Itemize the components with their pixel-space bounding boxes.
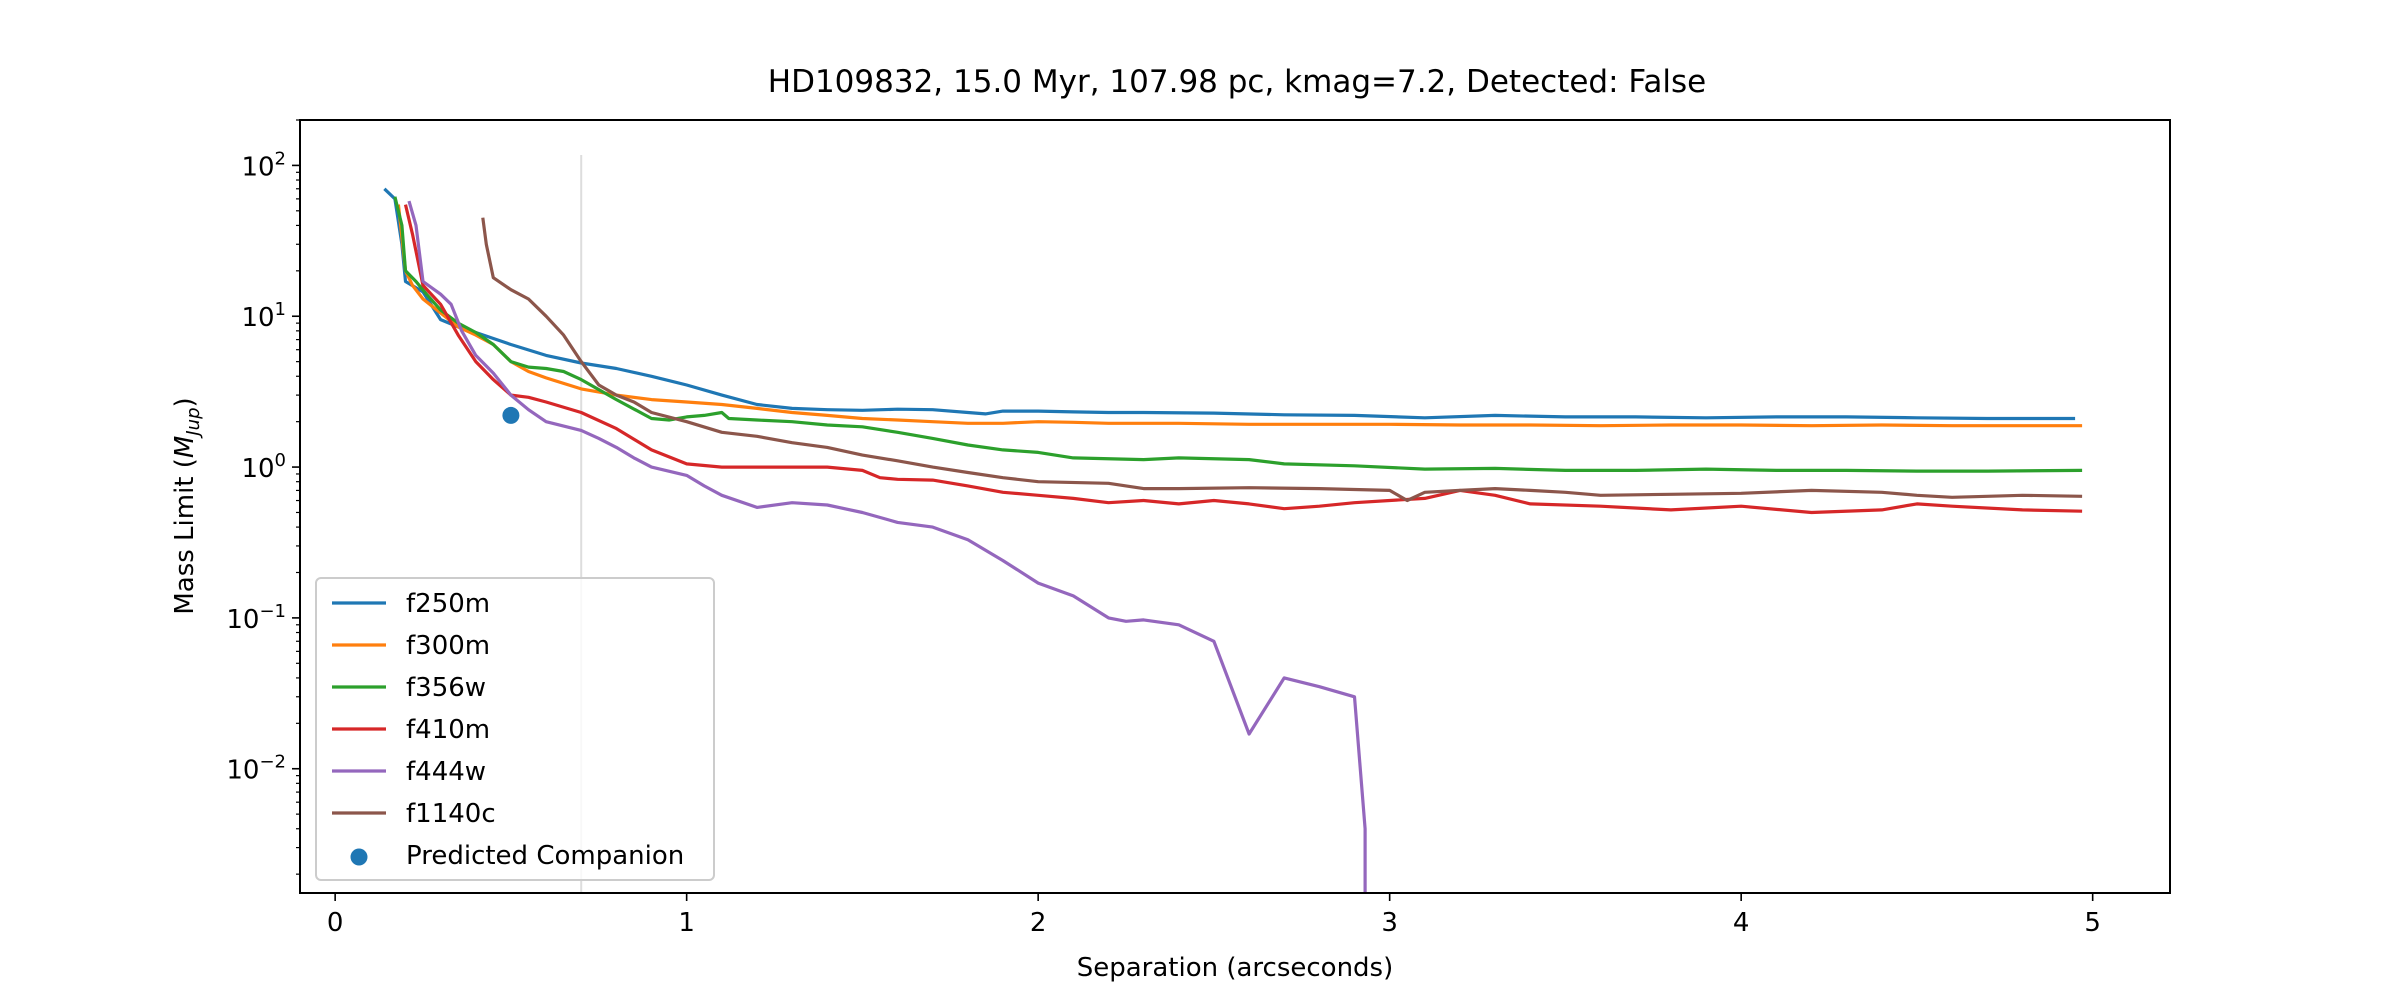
y-tick-label: 10−1 bbox=[226, 601, 286, 635]
legend-label-f410m: f410m bbox=[406, 715, 490, 745]
legend: f250m f300m f356w f410m f444w f1140c Predicted… bbox=[315, 577, 715, 881]
y-tick-label: 100 bbox=[241, 450, 286, 484]
plot-area bbox=[299, 119, 2171, 894]
legend-label-predicted-companion: Predicted Companion bbox=[406, 841, 684, 871]
y-axis-label-prefix: Mass Limit ( bbox=[170, 458, 200, 615]
legend-label-f1140c: f1140c bbox=[406, 799, 496, 829]
x-tick-label: 5 bbox=[2084, 908, 2101, 938]
plot-frame bbox=[299, 119, 2171, 894]
scatter-layer bbox=[502, 406, 520, 424]
legend-label-f250m: f250m bbox=[406, 589, 490, 619]
y-axis-label-suffix: ) bbox=[170, 397, 200, 407]
y-tick-label: 102 bbox=[241, 148, 286, 182]
x-axis: 0 1 2 3 4 5 bbox=[327, 893, 2101, 938]
y-axis-label-symbol: M bbox=[170, 436, 200, 458]
legend-label-f444w: f444w bbox=[406, 757, 486, 787]
legend-frame bbox=[315, 577, 715, 881]
series-line-f410m bbox=[403, 204, 2083, 515]
y-tick-label: 101 bbox=[241, 299, 286, 333]
y-tick-label: 10−2 bbox=[226, 752, 286, 786]
x-tick-label: 2 bbox=[1030, 908, 1047, 938]
legend-label-f356w: f356w bbox=[406, 673, 486, 703]
series-line-f444w bbox=[407, 200, 1367, 893]
x-tick-label: 0 bbox=[327, 908, 344, 938]
predicted-companion-point bbox=[502, 406, 520, 424]
y-axis-label-subscript: Jup bbox=[183, 407, 204, 438]
y-axis-label: Mass Limit (MJup) bbox=[170, 397, 204, 614]
series-line-f1140c bbox=[481, 217, 2083, 503]
x-tick-label: 4 bbox=[1733, 908, 1750, 938]
chart-title: HD109832, 15.0 Myr, 107.98 pc, kmag=7.2,… bbox=[768, 64, 1706, 100]
x-tick-label: 3 bbox=[1381, 908, 1398, 938]
x-axis-label: Separation (arcseconds) bbox=[1077, 953, 1394, 983]
y-axis: 102 101 100 10−1 10−2 bbox=[226, 119, 300, 875]
legend-label-f300m: f300m bbox=[406, 631, 490, 661]
x-tick-label: 1 bbox=[678, 908, 695, 938]
series-layer bbox=[383, 187, 2083, 893]
series-line-f356w bbox=[393, 196, 2083, 473]
legend-marker-predicted-companion bbox=[350, 848, 368, 866]
